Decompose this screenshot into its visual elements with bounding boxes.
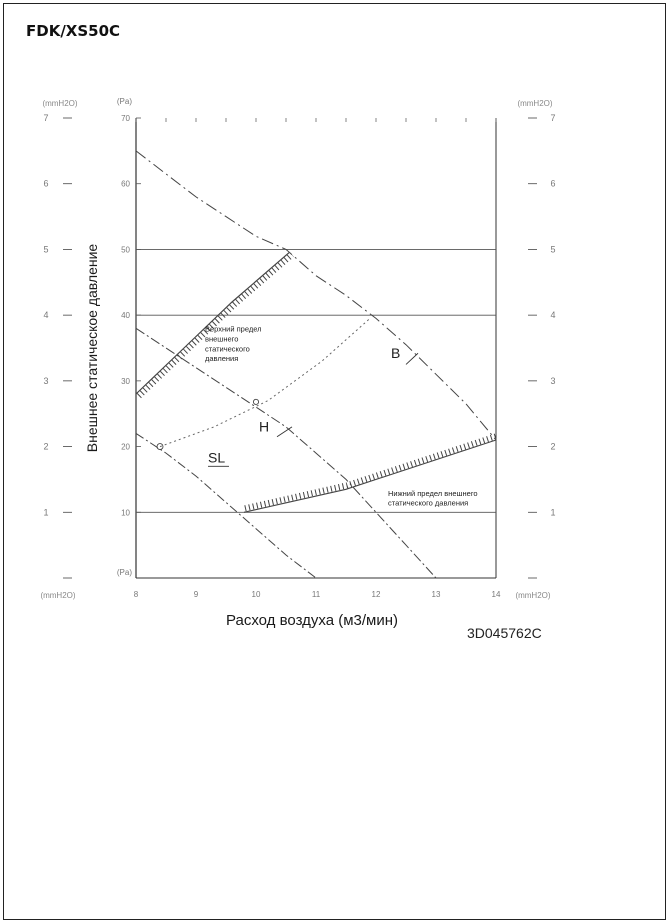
series-h-marker [252,398,260,405]
y-tick-label-pa: 10 [121,508,130,517]
y-unit-pa-bottom: (Pa) [117,568,132,577]
y-tick-label-mmh2o-right: 7 [550,113,555,123]
y-unit-mmh2o-right: (mmH2O) [517,99,552,108]
y-tick-label-pa: 30 [121,377,130,386]
y-axis-label: Внешнее статическое давление [84,244,100,453]
y-tick-label-mmh2o-left: 7 [43,113,48,123]
y-tick-label-pa: 60 [121,180,130,189]
y-tick-label-mmh2o-right: 5 [550,244,555,254]
document-code: 3D045762C [467,625,542,641]
lower-limit-line [243,439,497,513]
series-label-b: B [391,345,400,361]
y-unit-mmh2o-left: (mmH2O) [42,99,77,108]
annotation-text: статического давления [388,499,468,508]
page-frame [3,3,666,920]
series-h-line [135,327,437,579]
series-label-leader [405,352,419,365]
y-tick-label-mmh2o-right: 1 [550,507,555,517]
y-unit-mmh2o-left-bottom: (mmH2O) [40,591,75,600]
upper-limit-extension [159,318,371,448]
x-tick-label: 12 [372,590,381,599]
y-tick-label-mmh2o-left: 5 [43,244,48,254]
x-tick-label: 14 [492,590,501,599]
y-tick-label-mmh2o-right: 3 [550,376,555,386]
series-sl-line [135,432,317,579]
y-tick-label-pa: 20 [121,443,130,452]
annotation-text: статического [205,344,250,353]
series-label-leader [276,426,293,438]
annotation-text: Нижний предел внешнего [388,489,478,498]
y-tick-label-pa: 50 [121,245,130,254]
y-tick-label-mmh2o-left: 2 [43,442,48,452]
y-tick-label-pa: 70 [121,114,130,123]
y-tick-label-mmh2o-left: 6 [43,179,48,189]
y-tick-label-pa: 40 [121,311,130,320]
series-b-line [135,150,497,441]
x-tick-label: 13 [432,590,441,599]
y-tick-label-mmh2o-left: 4 [43,310,48,320]
y-tick-label-mmh2o-right: 6 [550,179,555,189]
lower-limit-hatch [244,433,498,512]
y-tick-label-mmh2o-right: 2 [550,442,555,452]
x-tick-label: 8 [134,590,139,599]
y-unit-mmh2o-right-bottom: (mmH2O) [515,591,550,600]
x-tick-label: 9 [194,590,199,599]
y-tick-label-mmh2o-right: 4 [550,310,555,320]
annotation-text: давления [205,354,238,363]
y-unit-pa: (Pa) [117,97,132,106]
series-label-sl: SL [208,449,225,465]
upper-limit-line [135,252,290,395]
x-tick-label: 10 [252,590,261,599]
series-label-h: H [259,418,269,434]
upper-limit-extension-marker [156,443,164,451]
annotation-text: внешнего [205,334,238,343]
model-title: FDK/XS50C [26,22,121,40]
x-axis-label: Расход воздуха (м3/мин) [226,612,398,629]
annotation-text: Верхний предел [205,325,262,334]
y-tick-label-mmh2o-left: 3 [43,376,48,386]
x-tick-label: 11 [312,590,321,599]
y-tick-label-mmh2o-left: 1 [43,507,48,517]
